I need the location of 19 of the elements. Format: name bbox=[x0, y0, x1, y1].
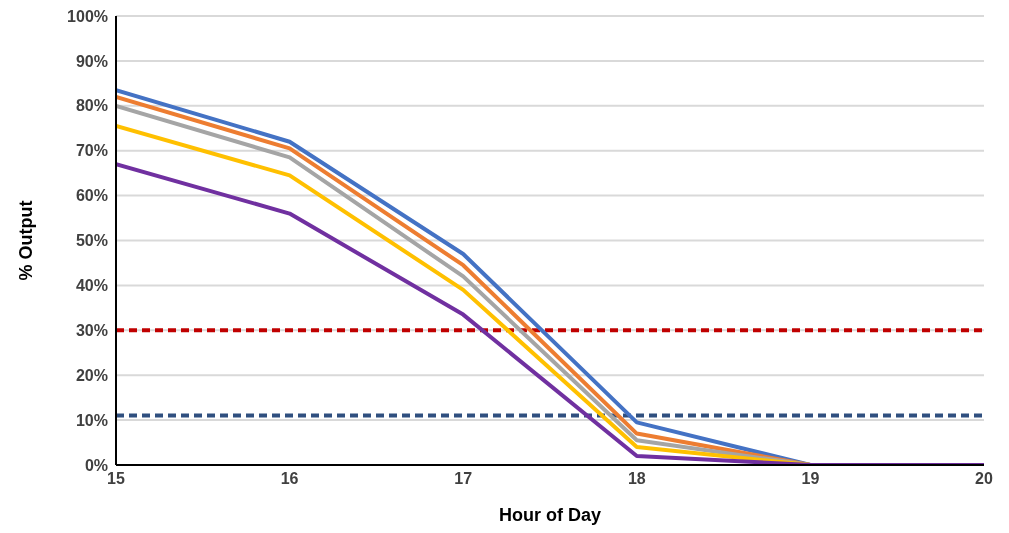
y-tick-label: 10% bbox=[75, 411, 108, 429]
x-tick-label: 19 bbox=[801, 470, 820, 488]
y-tick-label: 90% bbox=[75, 52, 108, 70]
x-tick-label: 16 bbox=[280, 470, 299, 488]
y-tick-label: 0% bbox=[84, 456, 108, 474]
y-tick-label: 60% bbox=[75, 187, 108, 205]
y-tick-label: 80% bbox=[75, 97, 108, 115]
x-axis-title: Hour of Day bbox=[498, 505, 602, 525]
y-tick-label: 30% bbox=[75, 321, 108, 339]
x-tick-label: 17 bbox=[454, 470, 473, 488]
y-tick-label: 100% bbox=[67, 7, 108, 25]
x-tick-label: 15 bbox=[107, 470, 125, 488]
y-axis-title: % Output bbox=[16, 200, 37, 281]
y-tick-label: 40% bbox=[75, 277, 108, 295]
y-tick-label: 50% bbox=[75, 232, 108, 250]
x-tick-label: 20 bbox=[975, 470, 993, 488]
y-tick-label: 20% bbox=[75, 366, 108, 384]
y-tick-label: 70% bbox=[75, 142, 108, 160]
x-tick-label: 18 bbox=[627, 470, 646, 488]
